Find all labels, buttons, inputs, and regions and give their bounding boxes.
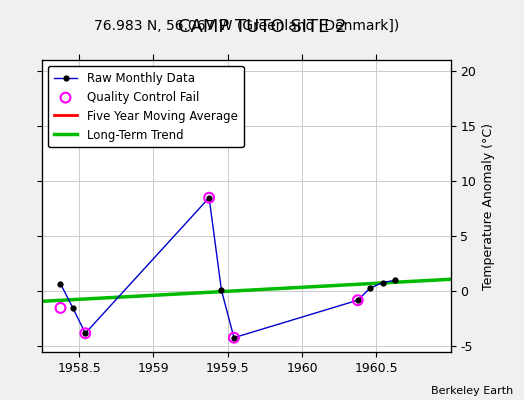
Text: Berkeley Earth: Berkeley Earth	[431, 386, 514, 396]
Legend: Raw Monthly Data, Quality Control Fail, Five Year Moving Average, Long-Term Tren: Raw Monthly Data, Quality Control Fail, …	[48, 66, 244, 148]
Quality Control Fail	[205, 194, 213, 201]
Raw Monthly Data	[206, 195, 212, 200]
Line: Raw Monthly Data: Raw Monthly Data	[58, 195, 397, 340]
Raw Monthly Data	[355, 298, 361, 303]
Quality Control Fail	[81, 330, 90, 336]
Quality Control Fail	[354, 297, 362, 304]
Raw Monthly Data	[82, 331, 89, 336]
Text: CAMP TUTO SITE 2: CAMP TUTO SITE 2	[178, 18, 346, 36]
Raw Monthly Data	[379, 280, 386, 285]
Raw Monthly Data	[392, 278, 398, 283]
Title: 76.983 N, 56.067 W (Greenland [Denmark]): 76.983 N, 56.067 W (Greenland [Denmark])	[94, 18, 399, 32]
Raw Monthly Data	[231, 335, 237, 340]
Raw Monthly Data	[367, 286, 373, 290]
Y-axis label: Temperature Anomaly (°C): Temperature Anomaly (°C)	[482, 122, 495, 290]
Quality Control Fail	[56, 305, 64, 311]
Raw Monthly Data	[219, 288, 225, 293]
Raw Monthly Data	[70, 306, 76, 310]
Quality Control Fail	[230, 334, 238, 341]
Raw Monthly Data	[57, 281, 63, 286]
